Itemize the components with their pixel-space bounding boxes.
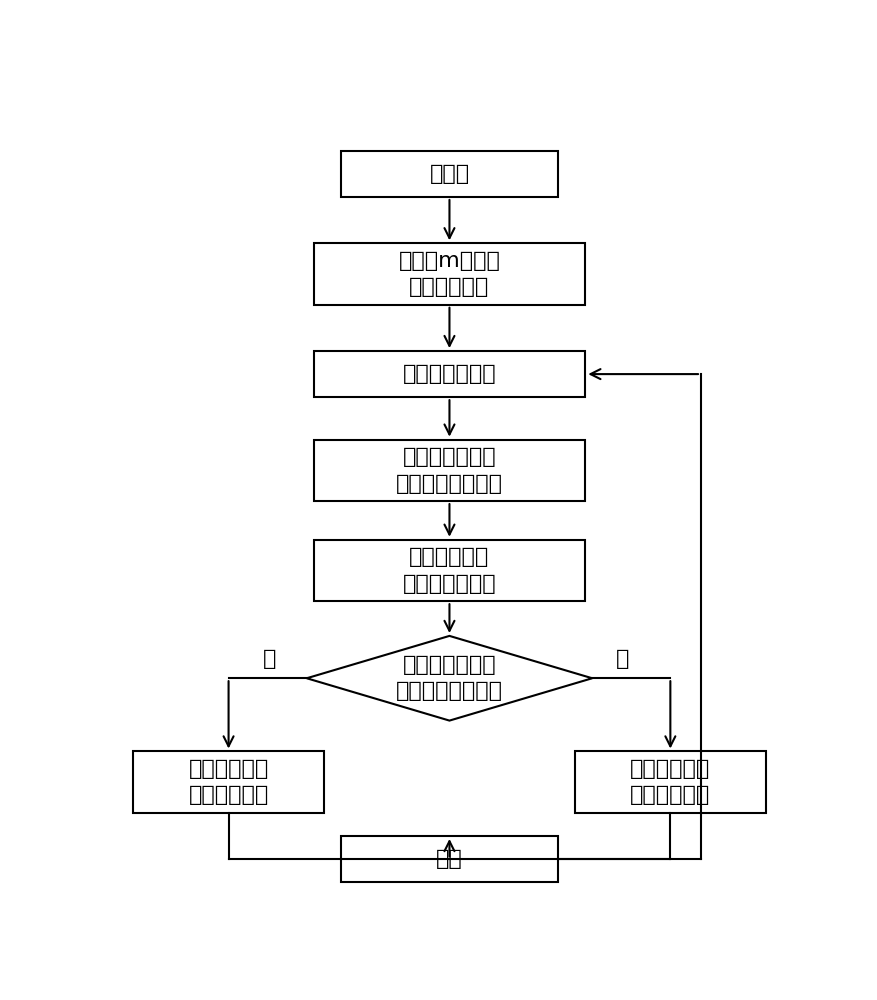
Bar [133, 751, 324, 813]
Bar [314, 540, 586, 601]
Bar [314, 243, 586, 305]
Text: 整体电池组向
电池模组充电: 整体电池组向 电池模组充电 [631, 759, 710, 805]
Bar [341, 836, 559, 882]
Text: 延时: 延时 [436, 849, 463, 869]
Text: 否: 否 [616, 649, 630, 669]
Polygon shape [307, 636, 592, 721]
Bar [575, 751, 766, 813]
Text: 电压、电流检测: 电压、电流检测 [403, 364, 496, 384]
Text: 将相邻m个电池
单体组成一组: 将相邻m个电池 单体组成一组 [398, 251, 501, 297]
Bar [314, 351, 586, 397]
Text: 电池模组及整体
电池组的状态估计: 电池模组及整体 电池组的状态估计 [396, 447, 503, 494]
Bar [314, 440, 586, 501]
Text: 电池模组向整
体电池组放电: 电池模组向整 体电池组放电 [189, 759, 268, 805]
Text: 获取一组需要
均衡的电池模组: 获取一组需要 均衡的电池模组 [403, 547, 496, 594]
Text: 平均能量高于整
体电池组平均能量: 平均能量高于整 体电池组平均能量 [396, 655, 503, 701]
Text: 是: 是 [262, 649, 276, 669]
Text: 初始化: 初始化 [430, 164, 469, 184]
Bar [341, 151, 559, 197]
